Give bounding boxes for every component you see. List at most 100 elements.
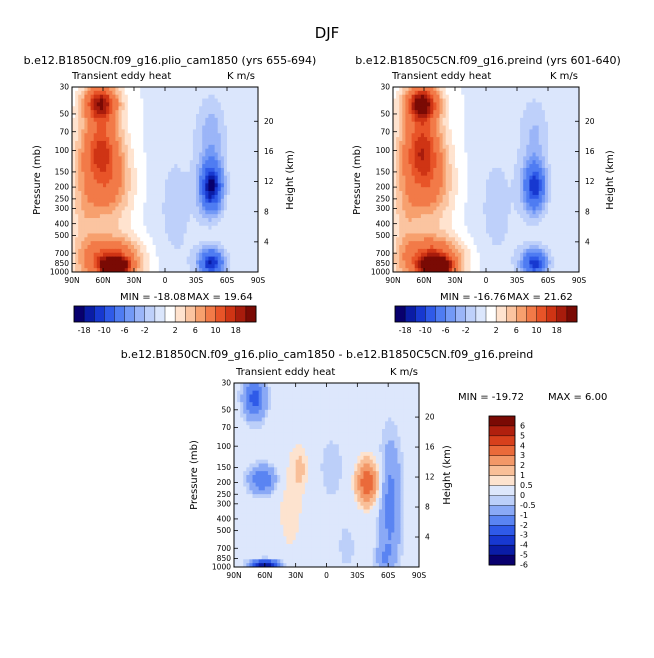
heatmap-cell xyxy=(184,99,188,103)
heatmap-cell xyxy=(533,168,537,172)
heatmap-cell xyxy=(436,118,440,122)
heatmap-cell xyxy=(455,199,459,203)
heatmap-cell xyxy=(536,153,540,157)
heatmap-cell xyxy=(249,253,253,257)
heatmap-cell xyxy=(243,237,247,241)
heatmap-cell xyxy=(153,133,157,137)
heatmap-cell xyxy=(162,168,166,172)
heatmap-cell xyxy=(567,99,571,103)
heatmap-cell xyxy=(134,133,138,137)
heatmap-cell xyxy=(115,195,119,199)
heatmap-cell xyxy=(218,149,222,153)
heatmap-cell xyxy=(508,122,512,126)
heatmap-cell xyxy=(230,222,234,226)
heatmap-cell xyxy=(505,172,509,176)
heatmap-cell xyxy=(399,210,403,214)
heatmap-cell xyxy=(409,199,413,203)
heatmap-cell xyxy=(84,145,88,149)
heatmap-cell xyxy=(446,133,450,137)
heatmap-cell xyxy=(227,172,231,176)
heatmap-cell xyxy=(409,133,413,137)
heatmap-cell xyxy=(526,99,530,103)
heatmap-cell xyxy=(402,118,406,122)
heatmap-cell xyxy=(446,153,450,157)
heatmap-cell xyxy=(91,176,95,180)
heatmap-cell xyxy=(233,164,237,168)
heatmap-cell xyxy=(246,183,250,187)
heatmap-cell xyxy=(464,203,468,207)
heatmap-cell xyxy=(436,129,440,133)
heatmap-cell xyxy=(97,168,101,172)
heatmap-cell xyxy=(418,126,422,130)
heatmap-cell xyxy=(97,264,101,268)
heatmap-cell xyxy=(134,102,138,106)
heatmap-cell xyxy=(125,230,129,234)
heatmap-cell xyxy=(100,233,104,237)
heatmap-cell xyxy=(233,191,237,195)
heatmap-cell xyxy=(156,156,160,160)
heatmap-cell xyxy=(181,110,185,114)
heatmap-cell xyxy=(511,91,515,95)
heatmap-cell xyxy=(156,203,160,207)
heatmap-cell xyxy=(119,214,123,218)
heatmap-cell xyxy=(174,176,178,180)
heatmap-cell xyxy=(177,180,181,184)
heatmap-cell xyxy=(88,168,92,172)
heatmap-cell xyxy=(461,153,465,157)
heatmap-cell xyxy=(205,206,209,210)
heatmap-cell xyxy=(103,110,107,114)
heatmap-cell xyxy=(443,110,447,114)
heatmap-cell xyxy=(526,176,530,180)
heatmap-cell xyxy=(156,87,160,91)
heatmap-cell xyxy=(146,87,150,91)
heatmap-cell xyxy=(418,183,422,187)
heatmap-cell xyxy=(143,187,147,191)
heatmap-cell xyxy=(177,222,181,226)
heatmap-cell xyxy=(174,99,178,103)
heatmap-cell xyxy=(480,180,484,184)
heatmap-cell xyxy=(150,87,154,91)
heatmap-cell xyxy=(249,172,253,176)
heatmap-cell xyxy=(168,233,172,237)
heatmap-cell xyxy=(159,241,163,245)
heatmap-cell xyxy=(536,129,540,133)
heatmap-cell xyxy=(455,214,459,218)
heatmap-cell xyxy=(239,222,243,226)
heatmap-cell xyxy=(84,91,88,95)
heatmap-cell xyxy=(75,214,79,218)
heatmap-cell xyxy=(409,172,413,176)
heatmap-cell xyxy=(474,160,478,164)
heatmap-cell xyxy=(464,176,468,180)
heatmap-cell xyxy=(511,129,515,133)
heatmap-cell xyxy=(171,114,175,118)
heatmap-cell xyxy=(486,122,490,126)
heatmap-cell xyxy=(548,160,552,164)
heatmap-cell xyxy=(409,99,413,103)
heatmap-cell xyxy=(205,149,209,153)
heatmap-cell xyxy=(153,210,157,214)
heatmap-cell xyxy=(134,218,138,222)
heatmap-cell xyxy=(177,153,181,157)
heatmap-cell xyxy=(471,183,475,187)
heatmap-cell xyxy=(514,156,518,160)
heatmap-cell xyxy=(458,95,462,99)
heatmap-cell xyxy=(467,203,471,207)
heatmap-cell xyxy=(498,145,502,149)
heatmap-cell xyxy=(109,249,113,253)
heatmap-cell xyxy=(115,114,119,118)
heatmap-cell xyxy=(227,222,231,226)
heatmap-cell xyxy=(94,133,98,137)
heatmap-cell xyxy=(495,172,499,176)
heatmap-cell xyxy=(72,114,76,118)
heatmap-cell xyxy=(477,95,481,99)
heatmap-cell xyxy=(409,206,413,210)
heatmap-cell xyxy=(112,160,116,164)
heatmap-cell xyxy=(196,206,200,210)
heatmap-cell xyxy=(128,99,132,103)
heatmap-cell xyxy=(424,129,428,133)
heatmap-cell xyxy=(246,218,250,222)
heatmap-cell xyxy=(526,91,530,95)
heatmap-cell xyxy=(443,172,447,176)
heatmap-cell xyxy=(196,141,200,145)
heatmap-cell xyxy=(218,106,222,110)
